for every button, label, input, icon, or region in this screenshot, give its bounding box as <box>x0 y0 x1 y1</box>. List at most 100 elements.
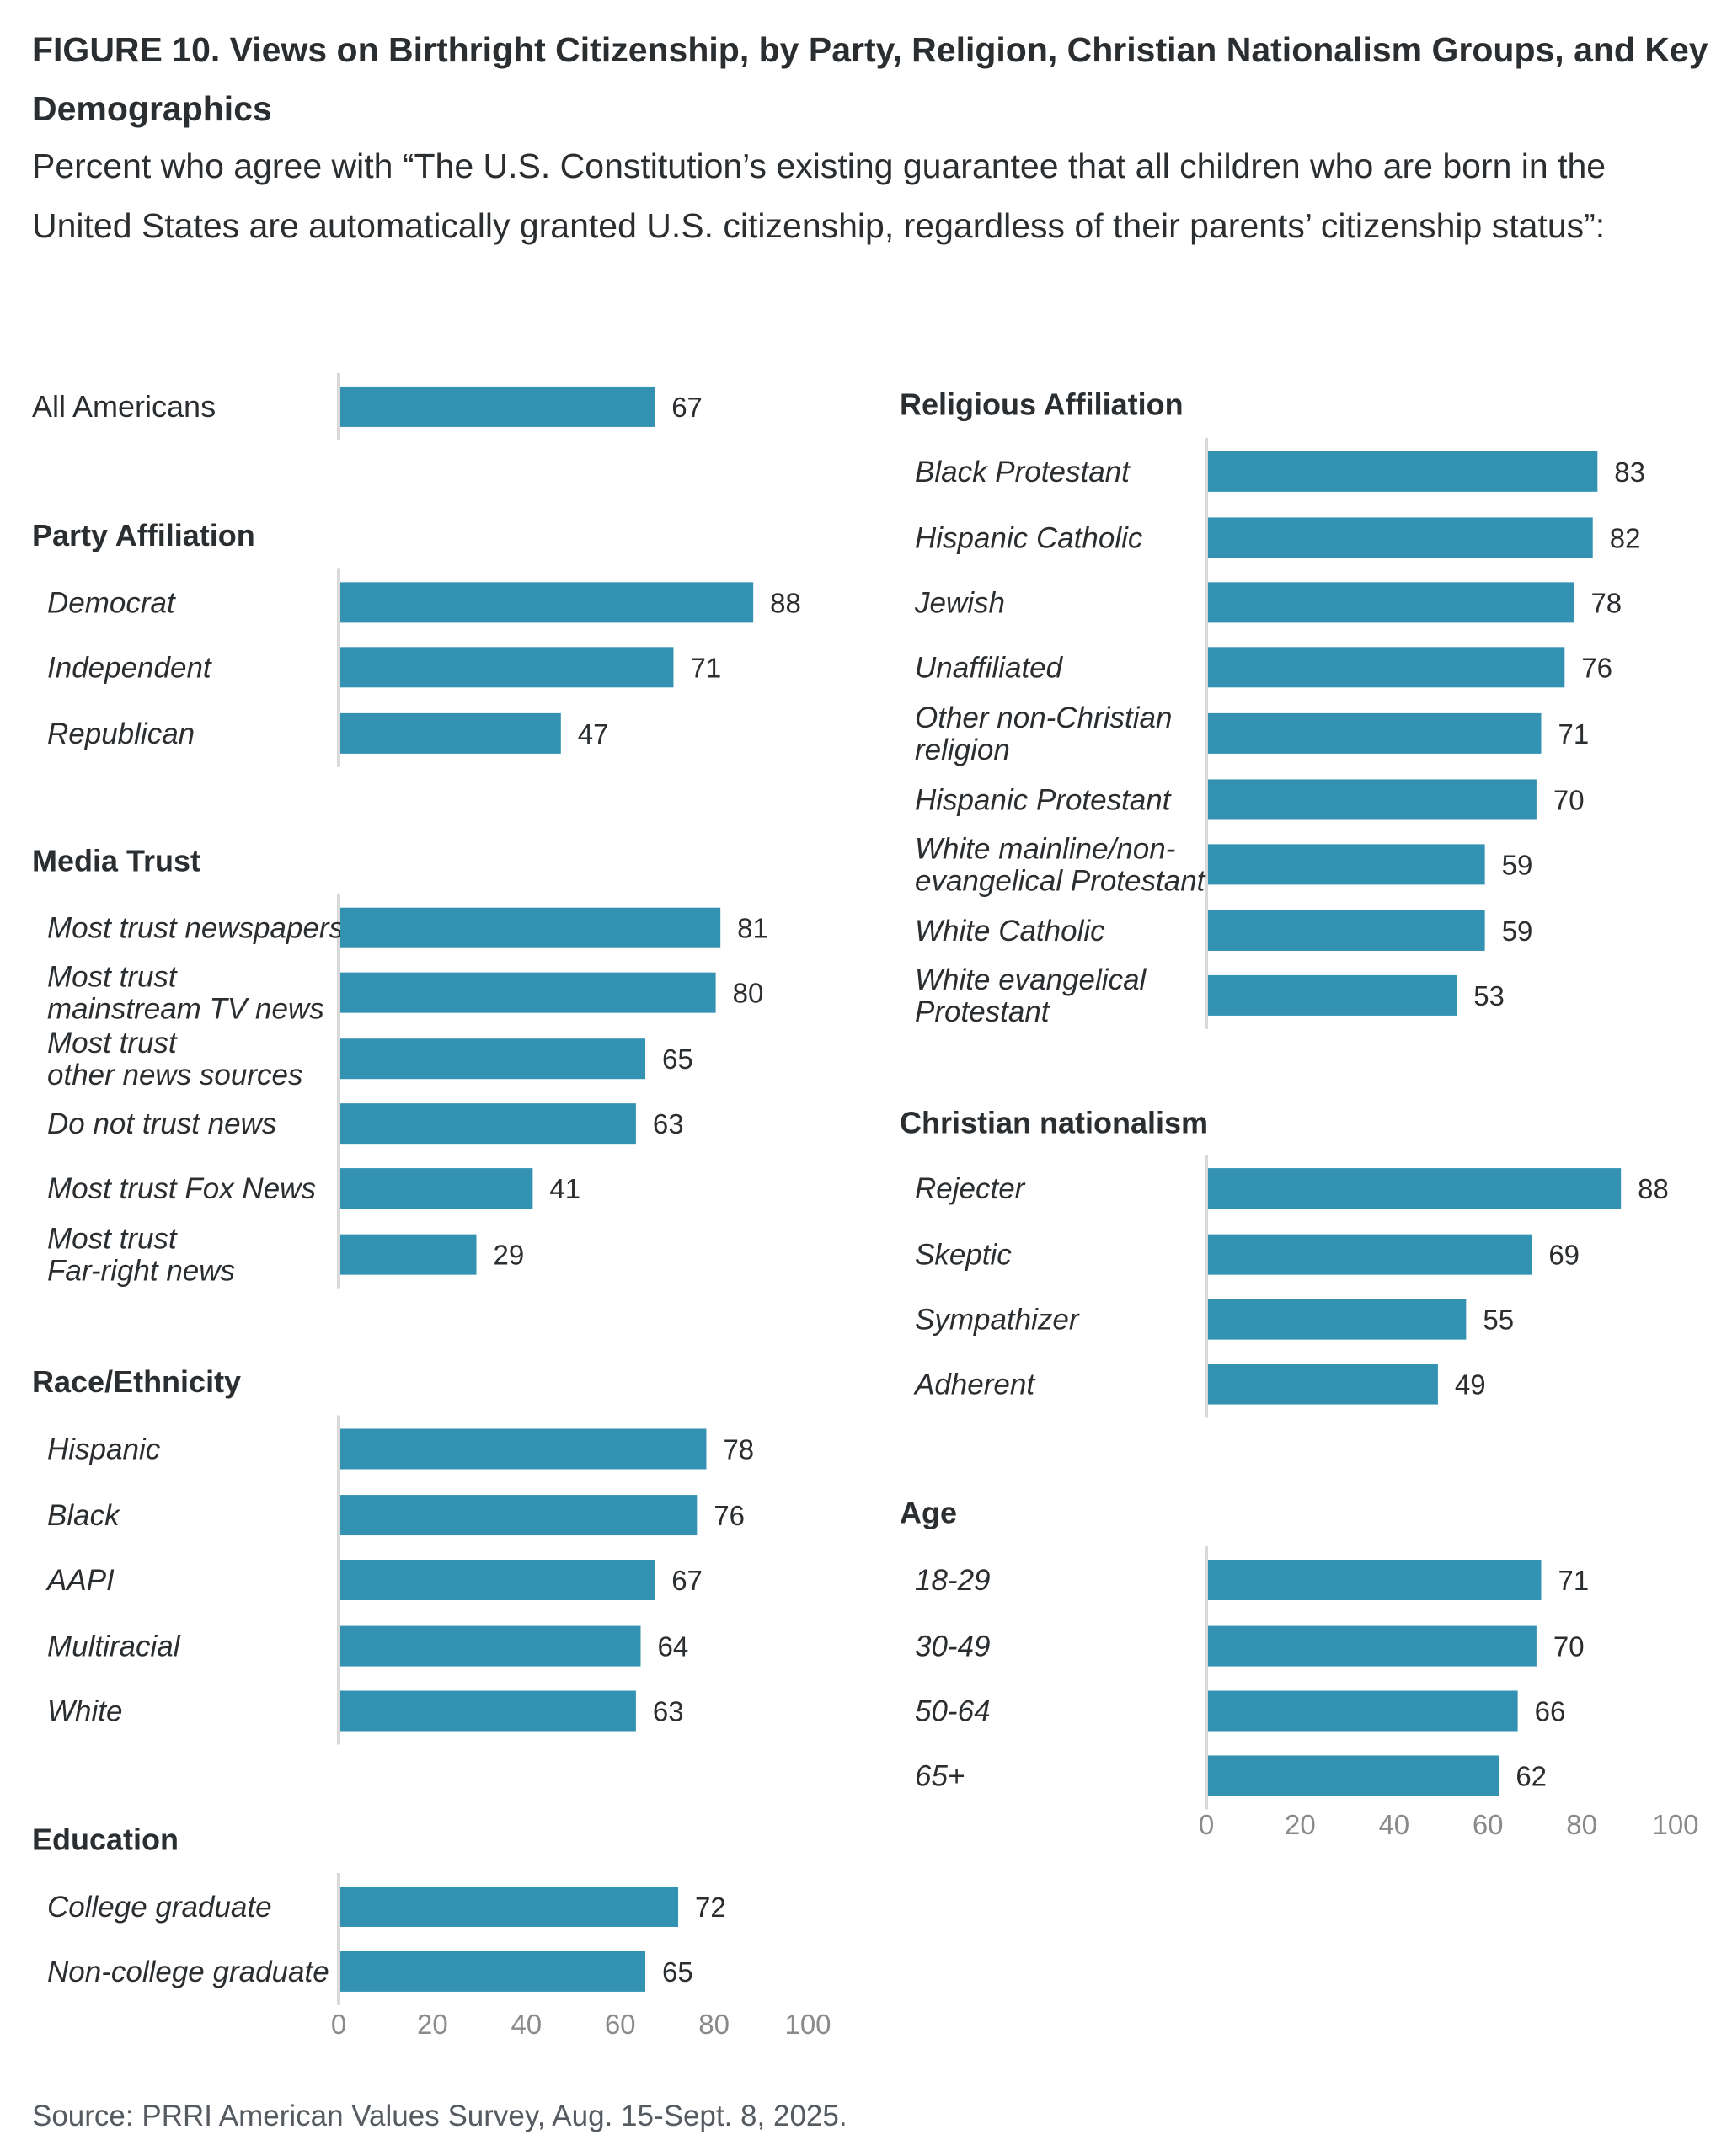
bar-democrat <box>340 582 754 623</box>
bar-white-catholic <box>1208 910 1485 951</box>
bar-skeptic <box>1208 1234 1532 1275</box>
category-label-aapi: AAPI <box>45 1564 115 1597</box>
category-label-democrat: Democrat <box>47 586 176 619</box>
x-tick-label-20: 20 <box>417 2009 448 2040</box>
bar-unaffiliated <box>1208 647 1565 688</box>
category-label-black: Black <box>47 1499 120 1532</box>
source-note: Source: PRRI American Values Survey, Aug… <box>32 2100 847 2132</box>
category-label-college-graduate: College graduate <box>47 1891 272 1924</box>
value-label-sympathizer: 55 <box>1483 1305 1514 1336</box>
category-label-skeptic: Skeptic <box>915 1239 1012 1272</box>
bar-all-americans <box>340 386 655 427</box>
bar-white <box>340 1690 636 1732</box>
bar-30-49 <box>1208 1625 1537 1667</box>
category-label-most-trust-far-right-news: Most trust Far-right news <box>47 1223 235 1288</box>
value-label-18-29: 71 <box>1558 1565 1589 1596</box>
bar-other-non-christian-religion <box>1208 712 1542 754</box>
category-label-independent: Independent <box>47 651 212 684</box>
x-tick-label-40: 40 <box>511 2009 542 2040</box>
category-label-most-trust-mainstream-tv-news: Most trust mainstream TV news <box>47 961 324 1026</box>
x-tick-label-100: 100 <box>784 2009 831 2040</box>
category-label-hispanic: Hispanic <box>47 1433 161 1465</box>
category-label-republican: Republican <box>47 718 195 750</box>
value-label-white-catholic: 59 <box>1502 915 1533 947</box>
category-label-unaffiliated: Unaffiliated <box>915 651 1064 684</box>
category-label-most-trust-other-news-sources: Most trust other news sources <box>47 1027 302 1091</box>
value-label-independent: 71 <box>690 652 721 683</box>
value-label-rejecter: 88 <box>1638 1173 1669 1204</box>
category-label-multiracial: Multiracial <box>47 1630 181 1663</box>
category-label-jewish: Jewish <box>914 586 1005 619</box>
value-label-most-trust-other-news-sources: 65 <box>662 1043 693 1075</box>
value-label-jewish: 78 <box>1590 587 1622 618</box>
bar-most-trust-other-news-sources <box>340 1038 646 1080</box>
chart-subtitle: Percent who agree with “The U.S. Constit… <box>32 147 1606 245</box>
bar-black-protestant <box>1208 451 1598 492</box>
value-label-black: 76 <box>714 1500 745 1531</box>
value-label-democrat: 88 <box>770 587 801 618</box>
bar-college-graduate <box>340 1886 679 1927</box>
bar-non-college-graduate <box>340 1951 646 1992</box>
group-header-christian-nationalism: Christian nationalism <box>900 1105 1208 1139</box>
bar-aapi <box>340 1560 655 1601</box>
category-label-most-trust-fox-news: Most trust Fox News <box>47 1172 316 1205</box>
value-label-most-trust-fox-news: 41 <box>549 1173 580 1204</box>
category-label-18-29: 18-29 <box>915 1564 991 1597</box>
category-label-50-64: 50-64 <box>915 1695 991 1728</box>
bar-sympathizer <box>1208 1299 1467 1340</box>
category-label-white: White <box>47 1695 122 1728</box>
bar-most-trust-newspapers <box>340 907 721 948</box>
bar-18-29 <box>1208 1560 1542 1601</box>
value-label-50-64: 66 <box>1535 1696 1566 1727</box>
group-header-media-trust: Media Trust <box>32 843 200 878</box>
value-label-college-graduate: 72 <box>695 1892 726 1923</box>
bar-rejecter <box>1208 1168 1622 1209</box>
chart-title: FIGURE 10. Views on Birthright Citizensh… <box>32 30 1708 128</box>
value-label-black-protestant: 83 <box>1614 456 1645 488</box>
x-tick-label-60: 60 <box>605 2009 636 2040</box>
category-label-sympathizer: Sympathizer <box>915 1304 1080 1337</box>
category-label-hispanic-catholic: Hispanic Catholic <box>915 521 1143 554</box>
category-label-30-49: 30-49 <box>915 1630 991 1663</box>
value-label-unaffiliated: 76 <box>1581 652 1612 683</box>
value-label-most-trust-newspapers: 81 <box>737 913 768 944</box>
bar-independent <box>340 647 674 688</box>
value-label-white-mainline-non-evangelical-protestant: 59 <box>1502 849 1533 880</box>
value-label-white-evangelical-protestant: 53 <box>1473 980 1505 1011</box>
bar-hispanic-catholic <box>1208 517 1593 558</box>
value-label-multiracial: 64 <box>657 1631 688 1662</box>
x-tick-label-0: 0 <box>1199 1809 1214 1840</box>
bar-adherent <box>1208 1364 1438 1405</box>
x-tick-label-20: 20 <box>1285 1809 1316 1840</box>
group-header-race-ethnicity: Race/Ethnicity <box>32 1364 241 1399</box>
x-tick-label-80: 80 <box>1566 1809 1597 1840</box>
value-label-all-americans: 67 <box>671 392 703 423</box>
bar-white-evangelical-protestant <box>1208 974 1457 1016</box>
category-label-white-mainline-non-evangelical-protestant: White mainline/non-evangelical Protestan… <box>915 832 1206 897</box>
value-label-republican: 47 <box>578 718 609 750</box>
group-header-education: Education <box>32 1822 179 1857</box>
category-label-most-trust-newspapers: Most trust newspapers <box>47 912 344 945</box>
bar-republican <box>340 712 561 754</box>
bar-hispanic <box>340 1428 707 1470</box>
category-label-hispanic-protestant: Hispanic Protestant <box>915 783 1172 816</box>
category-label-all-americans: All Americans <box>32 389 216 424</box>
bar-50-64 <box>1208 1690 1518 1732</box>
category-label-non-college-graduate: Non-college graduate <box>47 1956 329 1988</box>
value-label-non-college-graduate: 65 <box>662 1956 693 1988</box>
category-label-do-not-trust-news: Do not trust news <box>47 1107 276 1140</box>
x-tick-label-0: 0 <box>331 2009 346 2040</box>
value-label-most-trust-mainstream-tv-news: 80 <box>733 978 764 1009</box>
x-tick-label-40: 40 <box>1378 1809 1409 1840</box>
bar-hispanic-protestant <box>1208 779 1537 820</box>
value-label-65: 62 <box>1516 1760 1547 1791</box>
bar-do-not-trust-news <box>340 1103 636 1145</box>
category-label-white-evangelical-protestant: White evangelical Protestant <box>915 963 1147 1028</box>
group-header-party-affiliation: Party Affiliation <box>32 518 255 552</box>
bar-most-trust-far-right-news <box>340 1234 477 1275</box>
bar-black <box>340 1495 698 1536</box>
value-label-hispanic-protestant: 70 <box>1553 784 1585 815</box>
group-header-religious-affiliation: Religious Affiliation <box>900 387 1184 421</box>
bar-white-mainline-non-evangelical-protestant <box>1208 844 1485 885</box>
